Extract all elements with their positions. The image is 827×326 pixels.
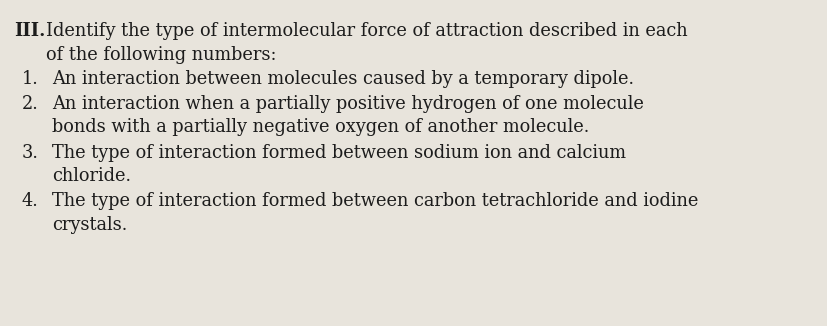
Text: III.: III.	[14, 22, 45, 40]
Text: The type of interaction formed between sodium ion and calcium: The type of interaction formed between s…	[52, 143, 625, 161]
Text: 4.: 4.	[22, 192, 39, 210]
Text: The type of interaction formed between carbon tetrachloride and iodine: The type of interaction formed between c…	[52, 192, 697, 210]
Text: bonds with a partially negative oxygen of another molecule.: bonds with a partially negative oxygen o…	[52, 118, 589, 137]
Text: An interaction between molecules caused by a temporary dipole.: An interaction between molecules caused …	[52, 70, 633, 88]
Text: chloride.: chloride.	[52, 167, 131, 185]
Text: of the following numbers:: of the following numbers:	[46, 46, 276, 64]
Text: 1.: 1.	[22, 70, 39, 88]
Text: An interaction when a partially positive hydrogen of one molecule: An interaction when a partially positive…	[52, 95, 643, 113]
Text: 2.: 2.	[22, 95, 39, 113]
Text: crystals.: crystals.	[52, 215, 127, 233]
Text: 3.: 3.	[22, 143, 39, 161]
Text: Identify the type of intermolecular force of attraction described in each: Identify the type of intermolecular forc…	[46, 22, 686, 40]
